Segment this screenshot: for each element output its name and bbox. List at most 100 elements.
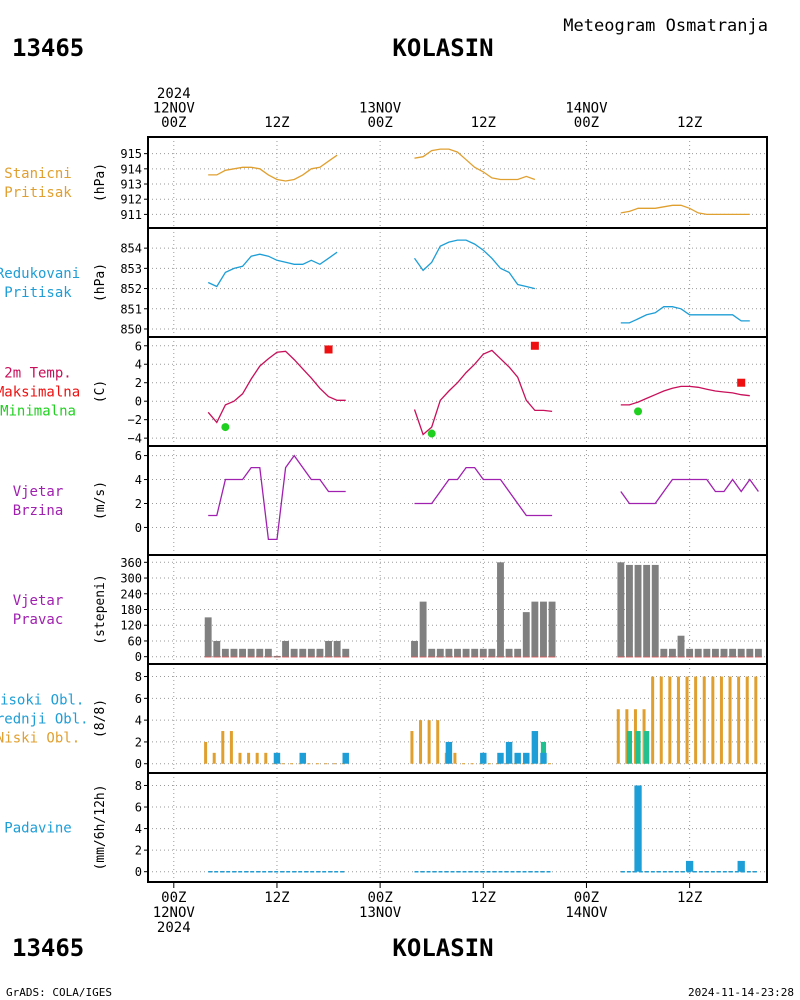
bar <box>239 648 247 657</box>
bar <box>325 640 332 657</box>
panel-label: Brzina <box>13 503 64 519</box>
top-axis-label: 12Z <box>471 115 496 131</box>
panel-label: Pritisak <box>4 185 72 201</box>
series-line <box>620 306 750 324</box>
ytick-label: 0 <box>135 395 142 409</box>
ytick-label: −2 <box>128 413 142 427</box>
series-line <box>208 154 338 182</box>
bar <box>737 860 745 872</box>
bar <box>247 648 255 657</box>
panel-frame <box>147 336 768 447</box>
ytick-label: 6 <box>135 339 142 353</box>
bar <box>454 648 461 657</box>
bar <box>644 731 650 764</box>
series-clouds <box>204 676 758 765</box>
top-axis-label: 00Z <box>574 115 599 131</box>
series-line <box>207 350 346 424</box>
panel-label: Stanicni <box>4 166 71 182</box>
ytick-label: 853 <box>120 262 142 276</box>
bar <box>204 741 208 764</box>
bar <box>668 676 672 764</box>
bar <box>419 720 423 764</box>
bar <box>626 731 633 764</box>
bar <box>480 752 487 764</box>
series-line <box>414 148 536 181</box>
bar <box>711 676 715 764</box>
bar <box>686 648 694 657</box>
bar <box>728 676 732 764</box>
footer-credit: GrADS: COLA/IGES <box>6 986 112 999</box>
bar <box>229 731 233 764</box>
ytick-label: 913 <box>120 178 142 192</box>
ytick-label: 850 <box>120 322 142 336</box>
panel-unit-label: (C) <box>93 380 108 403</box>
bar <box>548 601 556 657</box>
bar <box>754 648 762 657</box>
ytick-label: 4 <box>135 822 142 836</box>
station-id-bottom: 13465 <box>12 934 84 962</box>
ytick-label: 0 <box>135 650 142 664</box>
ytick-label: 914 <box>120 162 142 176</box>
bar <box>643 564 651 657</box>
bar <box>255 752 259 764</box>
ytick-label: 854 <box>120 242 142 256</box>
bottom-axis-label: 00Z <box>161 890 186 906</box>
bar <box>746 648 754 657</box>
ytick-label: 60 <box>128 634 142 648</box>
bar <box>256 648 264 657</box>
panel-label: Redukovani <box>0 266 80 282</box>
bar <box>668 648 676 657</box>
top-axis-label: 00Z <box>161 115 186 131</box>
bar <box>634 564 642 657</box>
panel-reduced-pressure: 850 851 852 853 854 Redukovani Pritisak (hPa) <box>0 227 768 338</box>
bar <box>676 676 680 764</box>
bar <box>737 648 745 657</box>
series-line <box>620 204 750 216</box>
bar <box>212 752 216 764</box>
series-line <box>620 478 759 505</box>
bar <box>634 785 642 872</box>
top-axis-label: 12Z <box>264 115 289 131</box>
ytick-label: 4 <box>135 358 142 372</box>
ytick-label: 2 <box>135 735 142 749</box>
bar <box>497 752 504 764</box>
bar <box>290 648 298 657</box>
ytick-label: 2 <box>135 497 142 511</box>
bar <box>497 562 504 657</box>
ytick-label: 852 <box>120 282 142 296</box>
bar <box>221 731 225 764</box>
top-axis-label: 12NOV <box>153 101 196 117</box>
bar <box>737 676 741 764</box>
panel-label: Padavine <box>4 821 71 837</box>
panel-frame <box>147 772 768 883</box>
series-line <box>414 466 553 517</box>
panel-temperature: −4 −2 0 2 4 6 2m Temp. Maksimalna Minimalna (C) <box>0 336 768 447</box>
bottom-axis-label: 00Z <box>574 890 599 906</box>
panel-clouds: 0 2 4 6 8 Visoki Obl. Srednji Obl. Niski Obl. (8… <box>0 663 768 774</box>
bar <box>531 731 539 764</box>
bar <box>307 648 315 657</box>
ytick-label: 0 <box>135 865 142 879</box>
ytick-label: 240 <box>120 587 142 601</box>
bottom-axis-label: 12NOV <box>153 905 196 921</box>
panel-unit-label: (hPa) <box>93 163 108 202</box>
bar <box>720 648 728 657</box>
panel-label: Maksimalna <box>0 385 80 401</box>
bottom-axis-label: 12Z <box>677 890 702 906</box>
panel-label: Niski Obl. <box>0 731 80 747</box>
bar <box>282 640 289 657</box>
panel-frame <box>147 227 768 338</box>
station-id-top: 13465 <box>12 34 84 62</box>
ytick-label: 120 <box>120 619 142 633</box>
bar <box>685 860 694 872</box>
bar <box>428 648 436 657</box>
panel-label: Pravac <box>13 612 64 628</box>
bar <box>694 648 702 657</box>
series-wind-speed <box>208 454 759 541</box>
bar <box>488 648 496 657</box>
bar <box>703 648 711 657</box>
bar <box>651 676 655 764</box>
